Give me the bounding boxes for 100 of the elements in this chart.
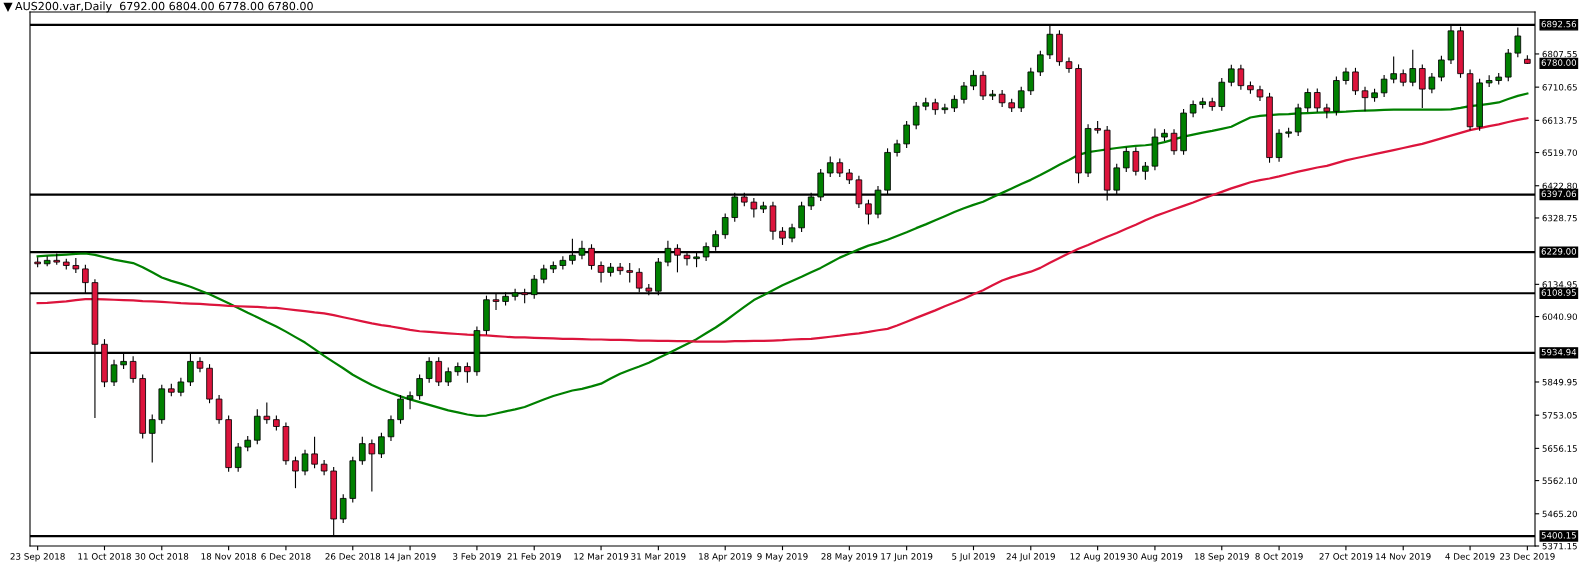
x-tick-label: 30 Oct 2018: [135, 553, 189, 560]
x-tick-label: 23 Sep 2018: [10, 553, 65, 562]
candlestick: [721, 212, 729, 240]
candlestick: [378, 432, 385, 459]
y-tick-label: 6807.55: [1542, 50, 1577, 58]
x-tick-label: 17 Jun 2019: [881, 553, 933, 562]
x-tick-label: 11 Oct 2018: [78, 553, 131, 560]
y-tick-label: 5562.10: [1542, 477, 1577, 484]
candlestick: [1380, 74, 1388, 98]
candlestick: [1352, 67, 1359, 96]
x-tick-label: 18 Apr 2019: [699, 553, 752, 562]
candlestick: [110, 359, 118, 387]
candlestick: [301, 449, 309, 476]
ref-line-label: 6397.06: [1541, 190, 1577, 198]
candlestick: [1017, 86, 1025, 113]
candlestick: [339, 493, 347, 524]
ref-line-label: 5400.15: [1541, 532, 1576, 539]
candlestick: [798, 201, 805, 233]
x-tick-label: 26 Dec 2018: [325, 553, 381, 560]
y-tick-label: 5656.15: [1542, 445, 1577, 452]
candlestick: [129, 355, 137, 384]
y-tick-label: 6710.65: [1542, 84, 1577, 91]
candlestick: [1132, 146, 1140, 176]
candlestick: [597, 260, 605, 284]
candlestick: [292, 456, 299, 489]
candlestick: [960, 81, 968, 105]
candlestick: [464, 361, 471, 384]
x-tick-label: 30 Aug 2019: [1127, 553, 1183, 562]
candlestick: [368, 438, 376, 493]
candlestick: [148, 413, 156, 464]
y-tick-label: 5753.05: [1542, 412, 1577, 419]
candlestick: [979, 70, 987, 101]
y-tick-label: 6134.95: [1542, 281, 1577, 288]
x-tick-label: 28 May 2019: [821, 553, 878, 562]
candlestick: [406, 391, 414, 410]
x-tick-label: 24 Jul 2019: [1006, 552, 1055, 562]
candlestick: [1237, 64, 1245, 91]
candlestick: [425, 356, 433, 384]
x-tick-label: 21 Feb 2019: [507, 552, 561, 560]
y-tick-label: 6519.70: [1542, 149, 1577, 156]
candlestick: [540, 264, 548, 284]
candlestick: [177, 377, 185, 397]
candlestick: [1313, 87, 1321, 113]
x-tick-label: 18 Sep 2019: [1195, 553, 1249, 562]
candlestick: [788, 223, 796, 243]
x-tick-label: 8 Oct 2019: [1255, 553, 1303, 560]
x-tick-label: 9 May 2019: [757, 553, 808, 562]
x-tick-label: 14 Jan 2019: [384, 553, 436, 562]
candlestick: [1037, 50, 1044, 77]
candlestick: [1390, 55, 1397, 84]
candlestick: [311, 436, 318, 469]
x-tick-label: 14 Nov 2019: [1376, 553, 1431, 560]
candlestick: [1428, 72, 1436, 94]
candlestick: [970, 69, 977, 91]
candlestick: [1027, 67, 1035, 96]
y-tick-label: 6328.75: [1542, 214, 1577, 222]
candlestick: [253, 408, 261, 445]
y-tick-label: 6613.75: [1542, 117, 1577, 124]
candlestick: [826, 156, 834, 178]
x-tick-label: 23 Dec 2019: [1500, 553, 1555, 560]
candlestick: [215, 394, 223, 425]
candlestick: [444, 367, 452, 387]
candlestick: [1409, 49, 1417, 87]
candlestick: [359, 436, 366, 466]
text: 6780.00: [1541, 59, 1577, 66]
y-tick-label: 5465.20: [1542, 510, 1577, 518]
x-tick-label: 5 Jul 2019: [952, 552, 995, 562]
y-tick-label: 5371.15: [1542, 542, 1577, 550]
candlestick: [903, 120, 910, 149]
candlestick: [836, 158, 844, 178]
candlestick: [912, 101, 920, 130]
ref-line-label: 6229.00: [1541, 248, 1577, 255]
candlestick: [1228, 64, 1235, 87]
candlestick: [435, 356, 442, 387]
x-tick-label: 18 Nov 2018: [201, 553, 257, 560]
candlestick: [1504, 48, 1512, 82]
candlestick: [416, 373, 423, 401]
candlestick: [387, 414, 395, 442]
candlestick: [626, 262, 633, 284]
y-tick-label: 5849.95: [1542, 378, 1577, 386]
chart-title: AUS200.var,Daily 6792.00 6804.00 6778.00 6780.00: [15, 1, 313, 13]
candlestick: [865, 199, 872, 225]
ref-line-label: 5934.94: [1541, 348, 1577, 356]
candlestick: [1123, 146, 1130, 173]
candlestick: [1361, 86, 1369, 112]
x-tick-label: 31 Mar 2019: [631, 553, 686, 560]
candlestick: [1294, 103, 1302, 137]
x-tick-label: 4 Dec 2019: [1445, 553, 1495, 560]
ref-line-label: 6892.56: [1541, 20, 1577, 28]
y-tick-label: 6040.90: [1542, 313, 1577, 320]
candlestick: [750, 197, 758, 219]
candlestick: [1419, 63, 1426, 109]
candlestick: [263, 401, 271, 425]
candlestick: [559, 255, 567, 271]
candlestick: [234, 442, 242, 473]
x-tick-label: 6 Dec 2018: [261, 553, 311, 560]
candlestick: [1438, 55, 1445, 82]
x-tick-label: 27 Oct 2019: [1319, 553, 1373, 560]
x-tick-label: 12 Aug 2019: [1070, 553, 1126, 562]
y-tick-label: 6422.80: [1542, 182, 1577, 190]
